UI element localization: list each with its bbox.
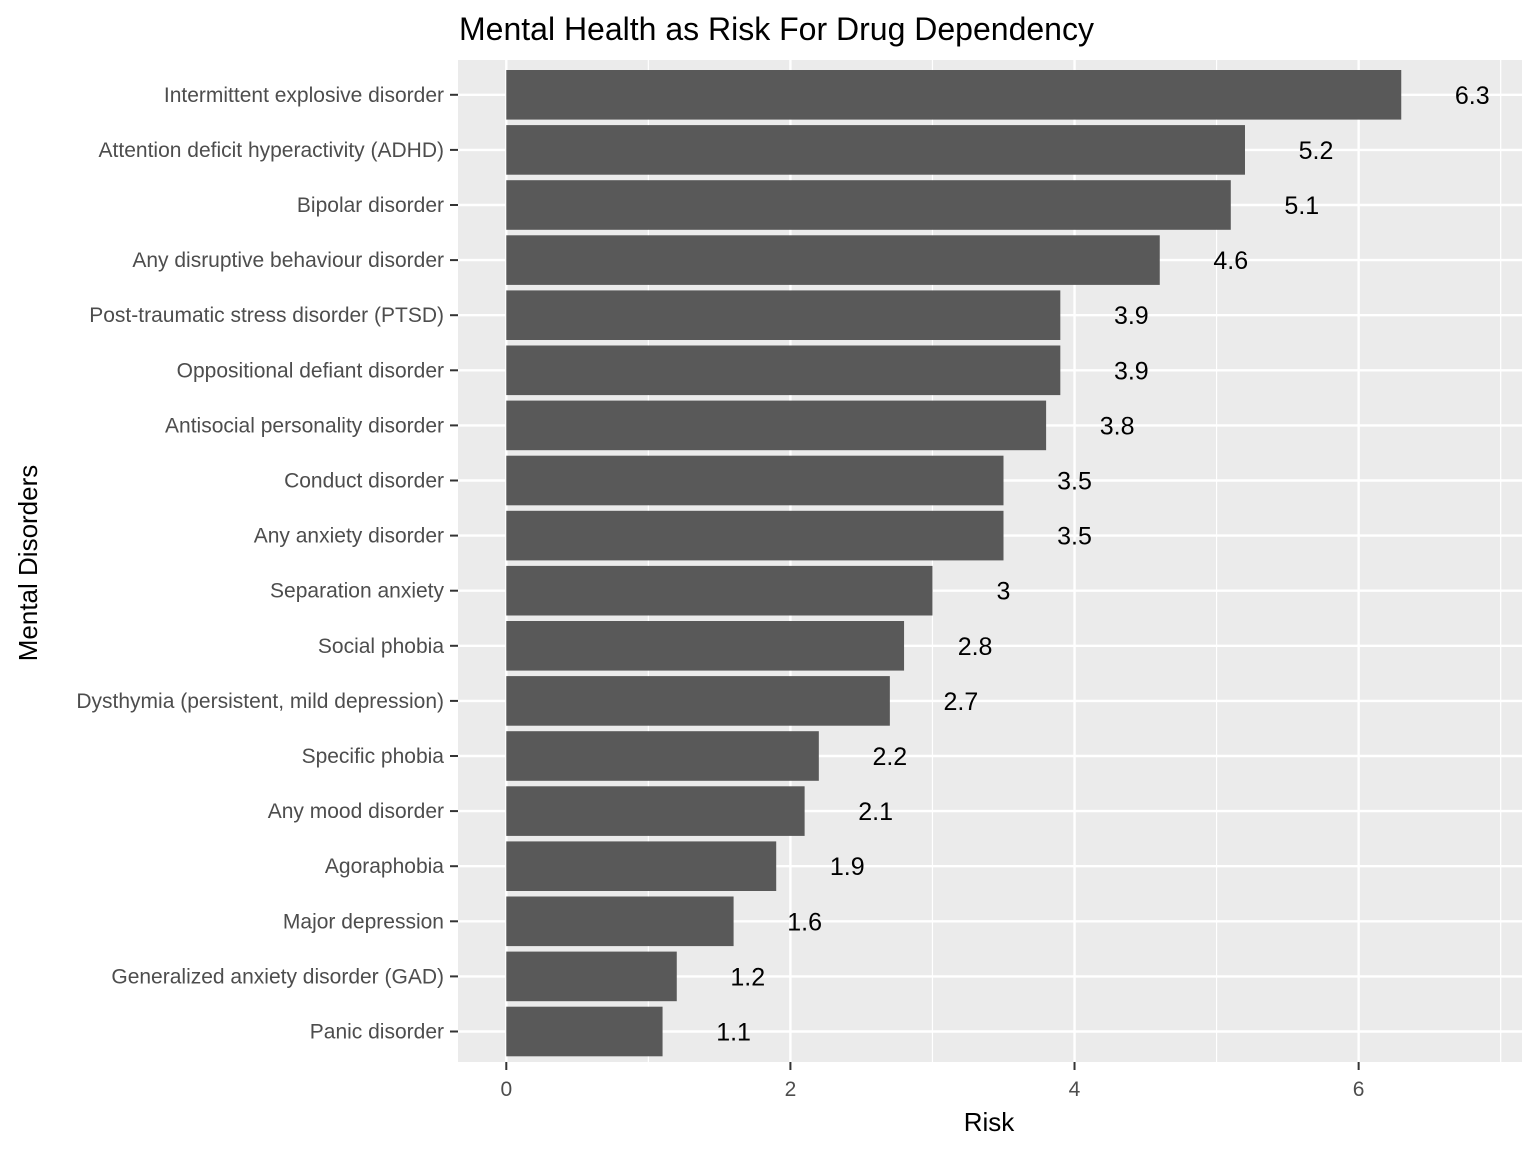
data-label: 1.6 — [787, 908, 822, 936]
bar — [506, 565, 933, 616]
data-label: 1.2 — [730, 963, 765, 991]
bar — [506, 1006, 663, 1057]
bar — [506, 345, 1061, 396]
data-labels: 6.3 5.2 5.1 4.6 3.9 3.9 3.8 3.5 3.5 32.8 2.7 2.2 2.1… — [716, 82, 1489, 1047]
data-label: 3.5 — [1057, 468, 1092, 496]
y-tick-label: Oppositional defiant disorder — [177, 359, 444, 382]
bar — [506, 400, 1047, 451]
data-label: 3.5 — [1057, 523, 1092, 551]
data-label: 6.3 — [1455, 82, 1490, 110]
y-tick-label: Antisocial personality disorder — [165, 414, 444, 437]
y-tick-label: Social phobia — [318, 635, 444, 658]
bar — [506, 70, 1402, 120]
data-label: 2.2 — [872, 743, 907, 771]
data-label: 3 — [997, 578, 1011, 606]
y-tick-label: Dysthymia (persistent, mild depression) — [76, 690, 444, 713]
x-tick-label: 4 — [1069, 1078, 1081, 1101]
x-tick-label: 0 — [500, 1078, 512, 1101]
y-tick-label: Any mood disorder — [268, 800, 444, 823]
y-tick-label: Specific phobia — [302, 745, 445, 768]
data-label: 5.2 — [1299, 137, 1334, 165]
y-tick-label: Separation anxiety — [270, 580, 444, 603]
bar — [506, 621, 905, 671]
data-label: 1.9 — [830, 853, 865, 881]
x-axis: 0 2 4 6 — [500, 1062, 1364, 1101]
data-label: 4.6 — [1213, 247, 1248, 275]
y-axis: Intermittent explosive disorder Attention… — [76, 84, 458, 1044]
bar — [506, 731, 819, 781]
bar — [506, 290, 1061, 340]
bar — [506, 841, 777, 891]
x-tick-label: 2 — [785, 1078, 797, 1101]
y-tick-label: Generalized anxiety disorder (GAD) — [111, 965, 444, 988]
bar — [506, 510, 1004, 561]
y-tick-label: Attention deficit hyperactivity (ADHD) — [99, 139, 444, 162]
bars — [506, 70, 1402, 1057]
x-axis-title: Risk — [964, 1107, 1016, 1137]
bar — [506, 455, 1004, 506]
chart-title: Mental Health as Risk For Drug Dependenc… — [459, 11, 1094, 47]
data-label: 3.9 — [1114, 302, 1149, 330]
bar — [506, 951, 677, 1002]
y-axis-title: Mental Disorders — [13, 465, 43, 662]
data-label: 2.8 — [958, 633, 993, 661]
bar — [506, 180, 1231, 230]
bar — [506, 786, 805, 836]
data-label: 3.8 — [1100, 412, 1135, 440]
data-label: 3.9 — [1114, 357, 1149, 385]
y-tick-label: Panic disorder — [310, 1021, 444, 1044]
data-label: 2.7 — [943, 688, 978, 716]
bar — [506, 896, 734, 947]
y-tick-label: Bipolar disorder — [297, 194, 444, 217]
y-tick-label: Any anxiety disorder — [254, 525, 444, 548]
y-tick-label: Major depression — [283, 910, 444, 933]
bar — [506, 235, 1160, 285]
y-tick-label: Conduct disorder — [284, 470, 444, 493]
data-label: 5.1 — [1284, 192, 1319, 220]
data-label: 2.1 — [858, 798, 893, 826]
y-tick-label: Intermittent explosive disorder — [164, 84, 444, 107]
bar — [506, 125, 1245, 175]
y-tick-label: Post-traumatic stress disorder (PTSD) — [89, 304, 444, 327]
y-tick-label: Any disruptive behaviour disorder — [132, 249, 444, 272]
x-tick-label: 6 — [1353, 1078, 1365, 1101]
data-label: 1.1 — [716, 1019, 751, 1047]
bar — [506, 676, 890, 726]
y-tick-label: Agoraphobia — [325, 855, 444, 878]
